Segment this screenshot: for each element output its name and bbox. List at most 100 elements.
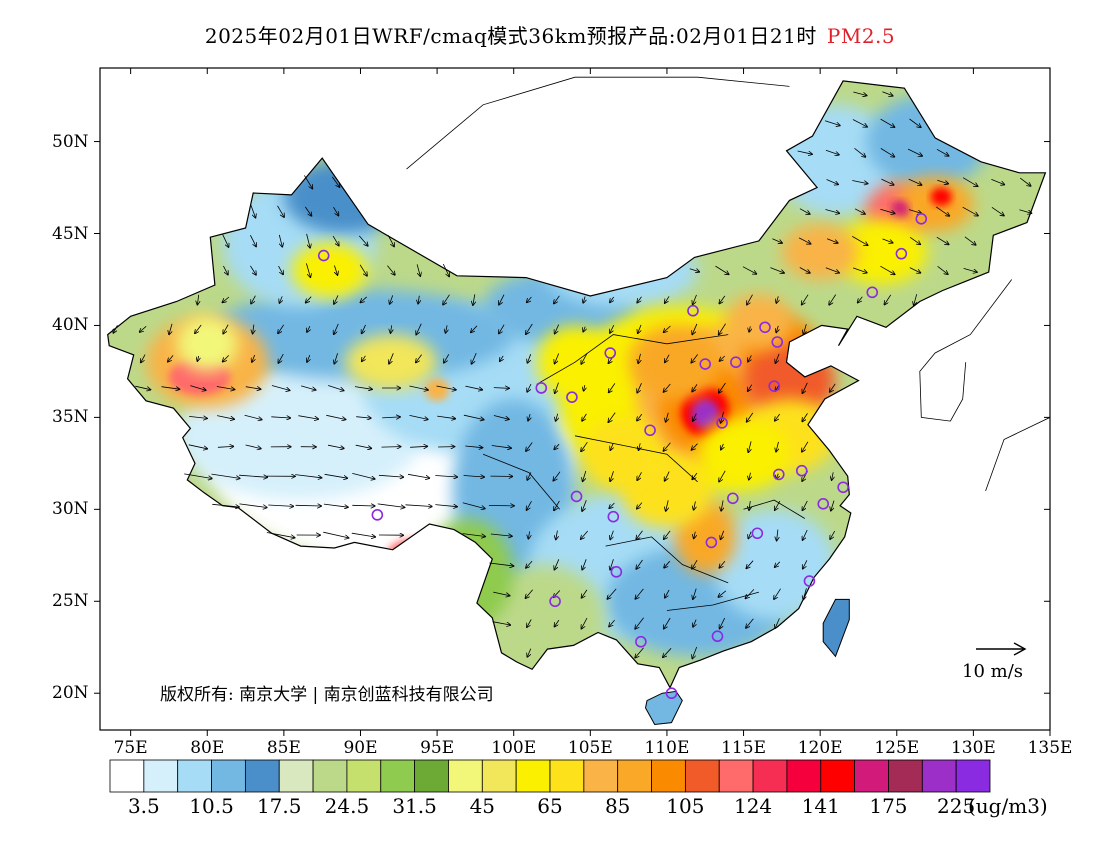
wind-arrow <box>326 414 345 419</box>
wind-arrow <box>748 355 752 361</box>
field-base <box>823 599 850 657</box>
wind-arrow <box>692 472 698 479</box>
wind-arrow <box>852 236 867 245</box>
wind-arrow <box>665 589 670 598</box>
wind-arrow <box>692 559 698 569</box>
wind-arrow <box>527 383 532 392</box>
wind-arrow <box>465 385 482 390</box>
wind-arrow <box>355 444 372 448</box>
wind-arrow <box>962 206 978 216</box>
wind-arrow <box>776 325 778 333</box>
wind-arrow <box>581 441 588 451</box>
wind-arrow <box>803 529 808 540</box>
wind-arrow <box>352 473 375 479</box>
colorbar-swatch <box>109 759 145 793</box>
wind-arrow <box>802 441 809 452</box>
wind-arrow <box>418 295 419 304</box>
colorbar-swatch <box>211 759 246 793</box>
wind-arrow <box>250 235 256 246</box>
city-marker-icon <box>768 380 780 392</box>
wind-arrow <box>362 355 366 362</box>
wind-arrow <box>250 265 256 275</box>
wind-arrow <box>499 294 505 305</box>
city-marker-icon <box>604 347 617 359</box>
wind-arrow <box>748 441 751 452</box>
colorbar-label: 225 <box>937 794 976 818</box>
wind-arrow <box>306 233 311 248</box>
wind-arrow <box>141 354 146 363</box>
wind-arrow <box>473 294 475 305</box>
x-tick-label: 95E <box>420 738 455 758</box>
y-tick-label: 30N <box>52 499 89 520</box>
wind-arrow <box>389 353 394 364</box>
boundary-line <box>666 591 760 611</box>
wind-arrow <box>217 415 234 420</box>
wind-arrow <box>881 178 893 185</box>
wind-arrow <box>775 500 781 510</box>
pm25-concentration-field <box>107 80 1046 725</box>
wind-arrow <box>826 179 839 185</box>
wind-arrow <box>583 470 587 481</box>
wind-arrow <box>581 530 589 539</box>
wind-arrow <box>528 531 529 538</box>
city-marker-icon <box>317 249 330 262</box>
wind-arrow <box>435 476 457 478</box>
concentration-blob <box>283 159 407 234</box>
wind-arrow <box>444 354 450 363</box>
city-marker-icon <box>687 304 699 317</box>
wind-arrow <box>528 413 530 421</box>
x-tick-label: 105E <box>567 738 613 758</box>
concentration-blob <box>424 378 450 401</box>
wind-arrow <box>271 385 290 391</box>
wind-arrow <box>963 268 977 272</box>
wind-arrow <box>1019 177 1030 186</box>
wind-arrow <box>721 500 723 511</box>
wind-arrow <box>437 415 455 419</box>
wind-arrow <box>416 264 420 276</box>
wind-arrow <box>582 413 587 421</box>
wind-arrow <box>556 530 558 540</box>
colorbar-swatch <box>481 759 517 793</box>
wind-arrow <box>327 444 344 448</box>
wind-arrow <box>300 385 316 390</box>
wind-arrow <box>802 500 808 511</box>
wind-arrow <box>527 296 532 302</box>
wind-arrow <box>936 148 949 156</box>
wind-arrow <box>324 473 348 478</box>
wind-arrow <box>825 149 839 155</box>
wind-arrow <box>304 175 312 188</box>
wind-arrow <box>825 209 840 214</box>
colorbar-swatch <box>244 759 280 793</box>
wind-arrow <box>694 531 696 539</box>
wind-arrow <box>527 472 532 480</box>
wind-arrow <box>244 414 262 419</box>
boundary-line <box>482 453 561 510</box>
wind-arrow <box>409 385 428 390</box>
wind-arrow <box>113 325 118 333</box>
wind-arrow <box>584 385 585 391</box>
colorbar-swatch <box>752 759 788 793</box>
wind-arrow <box>826 238 838 243</box>
wind-arrow <box>190 385 206 391</box>
city-marker-icon <box>795 464 808 477</box>
taiwan-outline <box>822 598 850 658</box>
wind-arrow <box>223 324 229 334</box>
wind-arrow <box>880 118 895 127</box>
wind-arrow <box>581 617 588 629</box>
wind-arrow <box>307 354 310 362</box>
wind-arrow <box>416 354 422 363</box>
concentration-blob <box>835 218 928 285</box>
wind-arrow <box>195 324 202 333</box>
city-marker-icon <box>730 356 742 369</box>
wind-arrow <box>664 530 671 539</box>
wind-arrow <box>358 235 368 246</box>
wind-arrow <box>719 295 726 304</box>
wind-arrow <box>802 294 809 305</box>
colorbar-swatch <box>854 759 889 793</box>
wind-arrow <box>334 265 337 276</box>
wind-arrow <box>715 265 729 274</box>
colorbar-swatch <box>786 759 822 793</box>
wind-arrow <box>747 294 753 305</box>
city-marker-icon <box>803 575 816 587</box>
wind-arrow <box>197 294 198 305</box>
